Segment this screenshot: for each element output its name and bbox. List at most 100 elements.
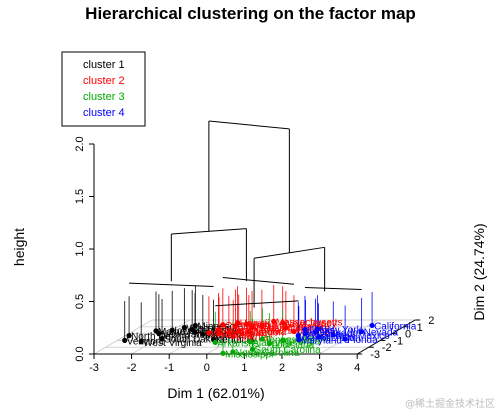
dendrogram-root-bar [208, 120, 290, 130]
data-label: Kansas [221, 330, 254, 341]
legend-item: cluster 2 [83, 75, 125, 87]
data-label: Wyoming [211, 329, 253, 340]
data-point [153, 328, 159, 334]
data-label: Illinois [307, 326, 335, 337]
data-point [200, 331, 206, 337]
x-tick-label: -3 [89, 362, 99, 374]
dendrogram-cluster-bar [304, 287, 362, 291]
data-label: Iowa [174, 326, 196, 337]
data-point [215, 326, 222, 333]
y-tick-label: 2 [428, 315, 434, 327]
dendrogram-cluster-bar [222, 277, 295, 285]
data-point [266, 341, 272, 347]
floor-grid-line [169, 319, 228, 355]
x-axis-title: Dim 1 (62.01%) [167, 385, 264, 401]
data-label: California [374, 321, 417, 332]
y-tick-label: -2 [382, 342, 392, 354]
data-label: Wisconsin [186, 323, 232, 334]
data-point [291, 328, 297, 335]
data-point [126, 333, 132, 339]
data-label: Georgia [285, 336, 321, 347]
data-point [280, 320, 286, 326]
y-axis-title: Dim 2 (24.74%) [471, 223, 487, 320]
data-label: Vermont [127, 336, 164, 347]
data-label: Oklahoma [241, 327, 287, 338]
data-label: Minnesota [197, 321, 244, 332]
y-tick-label: -1 [393, 335, 403, 347]
data-label: Maryland [301, 336, 342, 347]
dendrogram-cluster-bar [215, 300, 299, 307]
data-label: Nevada [364, 328, 399, 339]
data-point [169, 327, 175, 333]
dendrogram-cluster-bar [129, 282, 214, 288]
data-label: Alabama [252, 338, 292, 349]
data-point [212, 339, 218, 346]
data-label: Ohio [238, 322, 260, 333]
floor-grid-line [319, 319, 378, 355]
z-tick-label: 1.5 [74, 189, 86, 204]
data-label: Louisiana [271, 340, 314, 351]
data-point [342, 336, 348, 342]
data-label: South Dakota [164, 334, 225, 345]
data-point [235, 320, 241, 326]
data-label: South Carolina [255, 345, 322, 356]
data-point [216, 331, 222, 337]
watermark: @稀土掘金技术社区 [405, 399, 495, 410]
data-label: Arizona [308, 330, 342, 341]
data-point [259, 336, 265, 342]
data-label: Connecticut [225, 321, 278, 332]
data-label: Alaska [301, 334, 331, 345]
data-label: Rhode Island [264, 322, 323, 333]
data-point [226, 329, 232, 335]
data-point [236, 328, 242, 334]
data-point [247, 339, 253, 345]
data-point [138, 339, 144, 345]
z-axis-title: height [11, 228, 27, 266]
z-tick-label: 1.0 [74, 241, 86, 256]
x-tick-label: -1 [164, 362, 174, 374]
data-label: New York [319, 325, 362, 336]
x-tick-label: 3 [317, 362, 323, 374]
data-point [206, 330, 212, 336]
chart-title: Hierarchical clustering on the factor ma… [85, 4, 416, 23]
legend-item: cluster 4 [83, 107, 125, 119]
y-tick-label: 0 [405, 329, 411, 341]
data-point [283, 324, 289, 331]
data-label: West Virginia [143, 338, 202, 349]
data-point [249, 324, 255, 331]
legend-box [61, 51, 146, 127]
data-point [230, 333, 236, 339]
data-point [280, 337, 286, 343]
y-tick-label: -3 [370, 349, 380, 361]
data-label: New Mexico [335, 331, 390, 342]
data-label: Tennessee [264, 335, 313, 346]
data-point [302, 331, 309, 337]
data-label: Hawaii [240, 319, 270, 330]
data-point [330, 332, 336, 338]
data-label: Arkansas [217, 338, 259, 349]
legend-item: cluster 3 [83, 91, 125, 103]
data-label: Montana [205, 330, 244, 341]
y-tick-label: 1 [417, 322, 423, 334]
data-point [243, 321, 250, 327]
floor-grid-line [206, 319, 265, 355]
z-tick-label: 2.0 [74, 136, 86, 151]
data-point [192, 322, 198, 329]
z-tick-label: 0.0 [74, 346, 86, 361]
data-label: Oregon [251, 328, 284, 339]
data-point [220, 350, 226, 356]
data-label: Massachusetts [276, 317, 343, 328]
data-point [249, 346, 256, 352]
y-axis-line [356, 319, 416, 355]
data-label: Michigan [321, 333, 361, 344]
x-tick-label: 0 [204, 362, 210, 374]
data-label: North Carolina [235, 348, 300, 359]
data-point [122, 337, 128, 343]
data-point [181, 324, 187, 331]
data-point [315, 334, 322, 340]
data-label: New Jersey [285, 319, 337, 330]
data-point [312, 329, 318, 335]
x-tick-label: 4 [354, 362, 360, 374]
